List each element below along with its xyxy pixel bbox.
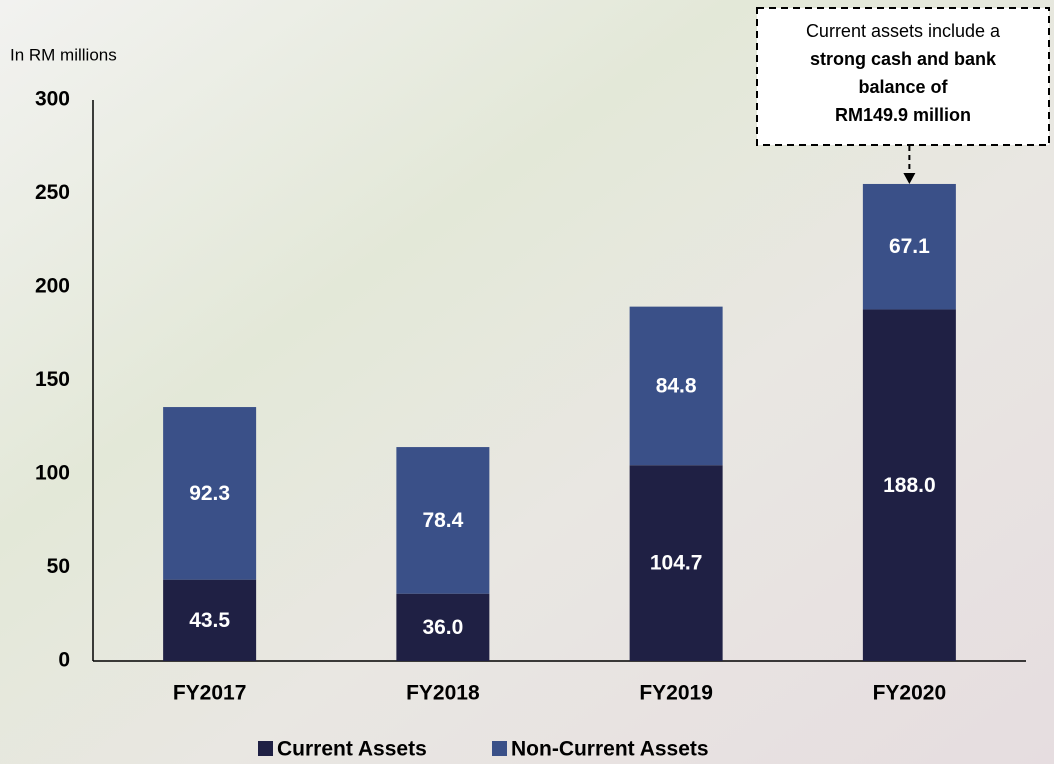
annotation-text: strong cash and bank — [810, 49, 997, 69]
annotation-text: RM149.9 million — [835, 105, 971, 125]
bar-segment — [163, 579, 257, 661]
data-label: 84.8 — [656, 374, 697, 397]
x-tick-label: FY2019 — [639, 682, 713, 705]
annotation-text: balance of — [858, 77, 948, 97]
y-tick-label: 50 — [47, 555, 70, 578]
bar-segment — [862, 183, 956, 310]
data-label: 78.4 — [422, 509, 463, 532]
x-tick-label: FY2020 — [873, 682, 947, 705]
legend-swatch — [258, 741, 273, 756]
bar-segment — [163, 407, 257, 580]
annotation-arrowhead — [903, 172, 916, 184]
data-label: 36.0 — [422, 616, 463, 639]
legend-label: Current Assets — [277, 738, 427, 761]
bar-segment — [396, 447, 490, 594]
data-label: 67.1 — [889, 235, 930, 258]
legend-swatch — [492, 741, 507, 756]
bar-segment — [862, 309, 956, 661]
bar-segment — [629, 465, 723, 661]
y-axis-label: In RM millions — [10, 45, 117, 64]
y-tick-label: 300 — [35, 88, 70, 111]
y-tick-label: 200 — [35, 275, 70, 298]
y-tick-label: 100 — [35, 462, 70, 485]
bar-segment — [396, 593, 490, 661]
annotation-text: Current assets include a — [806, 21, 1001, 41]
x-tick-label: FY2017 — [173, 682, 247, 705]
legend-label: Non-Current Assets — [511, 738, 709, 761]
data-label: 92.3 — [189, 482, 230, 505]
y-tick-label: 250 — [35, 181, 70, 204]
data-label: 43.5 — [189, 609, 230, 632]
bar-segment — [629, 306, 723, 466]
data-label: 188.0 — [883, 474, 936, 497]
y-tick-label: 0 — [58, 649, 70, 672]
y-tick-label: 150 — [35, 368, 70, 391]
x-tick-label: FY2018 — [406, 682, 480, 705]
data-label: 104.7 — [650, 552, 703, 575]
annotation-box — [756, 7, 1050, 146]
